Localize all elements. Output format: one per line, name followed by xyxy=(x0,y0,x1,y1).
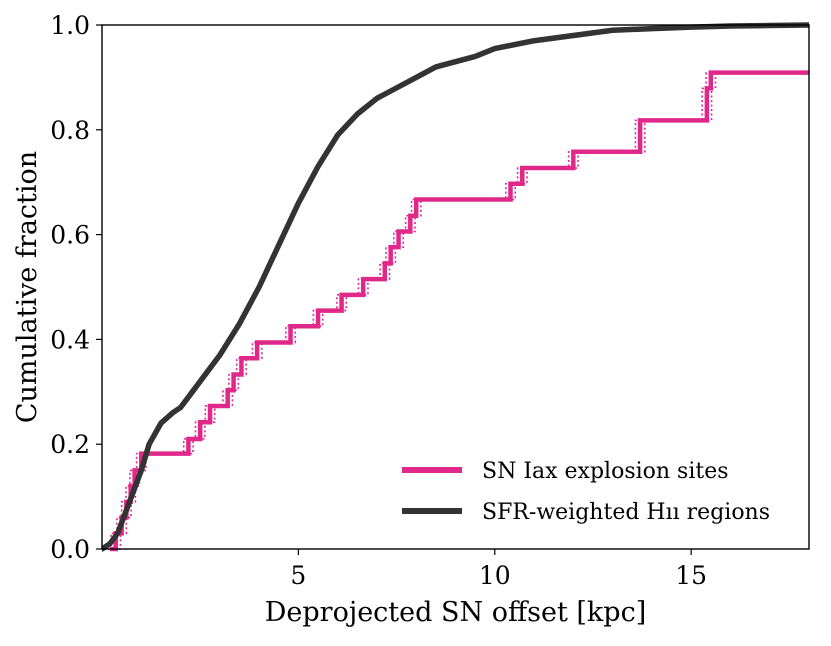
series-line-hii-regions xyxy=(102,22,809,552)
x-tick-label: 5 xyxy=(290,561,306,590)
y-tick-label: 0.2 xyxy=(50,430,90,459)
legend-label-hii-regions: SFR-weighted Hıı regions xyxy=(482,500,770,525)
axes-frame xyxy=(101,24,810,550)
series-offset-curve xyxy=(105,71,805,550)
y-tick-label: 1.0 xyxy=(50,11,90,40)
series-line-sn-iax xyxy=(109,70,809,552)
x-axis: 5 10 15 xyxy=(290,549,707,590)
x-tick-label: 15 xyxy=(675,561,707,590)
plot-area xyxy=(102,22,809,552)
y-tick-label: 0.4 xyxy=(50,325,90,354)
x-axis-label: Deprojected SN offset [kpc] xyxy=(265,597,646,628)
y-tick-label: 0.6 xyxy=(50,221,90,250)
x-tick-label: 10 xyxy=(479,561,511,590)
y-tick-label: 0.0 xyxy=(50,535,90,564)
legend: SN Iax explosion sites SFR-weighted Hıı … xyxy=(402,459,770,525)
y-tick-label: 0.8 xyxy=(50,116,90,145)
legend-label-sn-iax: SN Iax explosion sites xyxy=(482,459,729,484)
y-axis-label: Cumulative fraction xyxy=(12,151,43,423)
y-axis: 0.0 0.2 0.4 0.6 0.8 1.0 xyxy=(50,11,102,564)
